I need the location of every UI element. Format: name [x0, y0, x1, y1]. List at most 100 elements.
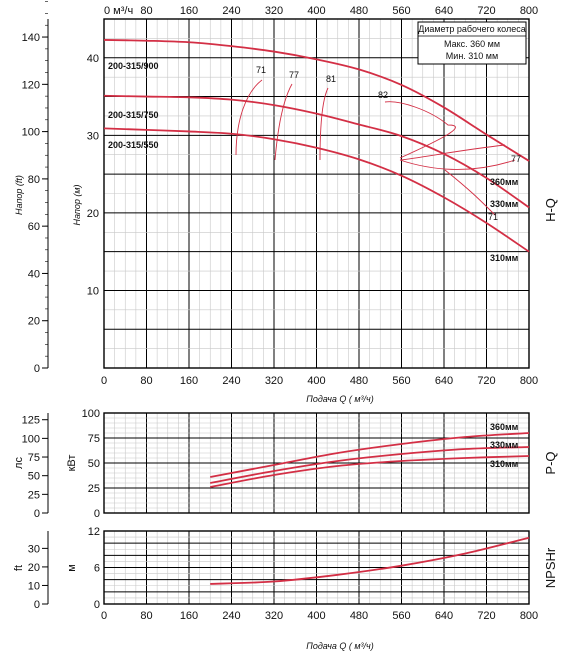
legend-min: Мин. 310 мм — [446, 51, 498, 61]
hq-xtick: 720 — [477, 375, 495, 387]
hq-y2label: Напор (ft) — [14, 175, 24, 215]
hq-xtick: 240 — [222, 375, 240, 387]
series-curve — [103, 39, 530, 162]
eff-label-71-left: 71 — [256, 65, 266, 75]
side-label-npsh: NPSHr — [543, 547, 558, 588]
pq-end-label-330: 330мм — [490, 440, 519, 450]
pq-ytick: 75 — [88, 433, 100, 445]
series-curve — [210, 536, 530, 585]
npsh-xtick: 640 — [435, 610, 453, 622]
top-xtick: 800 — [520, 5, 538, 17]
npsh-xtick: 400 — [307, 610, 325, 622]
series-curve — [210, 432, 530, 478]
series-label-550: 200-315/550 — [108, 140, 159, 150]
hq-y2tick: 120 — [22, 79, 40, 91]
series-curve — [103, 94, 530, 209]
efficiency-curve — [399, 144, 506, 161]
hq-xtick: 640 — [435, 375, 453, 387]
plot-frame — [103, 412, 530, 514]
pq-y2tick: 100 — [22, 433, 40, 445]
pq-y2tick: 125 — [22, 415, 40, 427]
legend-title: Диаметр рабочего колеса — [418, 24, 526, 34]
efficiency-curve — [235, 79, 263, 156]
npsh-ylabel: м — [66, 564, 78, 572]
hq-xtick: 0 — [101, 375, 107, 387]
hq-y2tick: 100 — [22, 127, 40, 139]
npsh-grid — [103, 530, 530, 605]
pq-ytick: 0 — [94, 508, 100, 520]
pq-grid — [103, 412, 530, 514]
pq-y2tick: 25 — [28, 489, 40, 501]
series-curve — [210, 455, 530, 488]
series-label-750: 200-315/750 — [108, 110, 159, 120]
hq-grid — [103, 18, 530, 369]
hq-xtick: 160 — [180, 375, 198, 387]
efficiency-curve — [274, 83, 293, 161]
end-label-330: 330мм — [490, 199, 519, 209]
series-label-900: 200-315/900 — [108, 61, 159, 71]
npsh-y2tick: 10 — [28, 580, 40, 592]
top-xtick: 400 — [307, 5, 325, 17]
end-label-310: 310мм — [490, 253, 519, 263]
curves — [103, 39, 530, 585]
top-xtick: 80 — [140, 5, 152, 17]
efficiency-curve — [399, 159, 516, 170]
hq-ytick: 10 — [87, 285, 99, 297]
npsh-ytick: 0 — [94, 599, 100, 611]
npsh-y2tick: 30 — [28, 543, 40, 555]
hq-y2tick: 0 — [34, 363, 40, 375]
npsh-ytick: 12 — [88, 526, 100, 538]
eff-label-77-right: 77 — [511, 154, 521, 164]
pq-y2tick: 0 — [34, 508, 40, 520]
side-label-pq: P-Q — [543, 451, 558, 474]
top-axis-unit: 0 м³/ч — [104, 5, 133, 17]
pq-end-label-310: 310мм — [490, 459, 519, 469]
hq-xtick: 800 — [520, 375, 538, 387]
legend-box: Диаметр рабочего колеса Макс. 360 мм Мин… — [417, 21, 527, 65]
pq-ylabel: кВт — [66, 455, 78, 472]
hq-ytick: 20 — [87, 208, 99, 220]
series-curve — [210, 446, 530, 484]
pq-ytick: 25 — [88, 483, 100, 495]
npsh-xtick: 240 — [222, 610, 240, 622]
hq-xtick: 80 — [140, 375, 152, 387]
top-xtick: 240 — [222, 5, 240, 17]
efficiency-curve — [319, 87, 329, 161]
series-curve — [103, 127, 530, 253]
npsh-xtick: 0 — [101, 610, 107, 622]
npsh-xtick: 160 — [180, 610, 198, 622]
pq-end-label-360: 360мм — [490, 422, 519, 432]
efficiency-curve — [384, 101, 456, 159]
eff-label-82: 82 — [378, 90, 388, 100]
top-xtick: 560 — [392, 5, 410, 17]
npsh-xtick: 320 — [265, 610, 283, 622]
hq-y2tick: 20 — [28, 316, 40, 328]
npsh-xtick: 560 — [392, 610, 410, 622]
top-xtick: 320 — [265, 5, 283, 17]
eff-label-71-right: 71 — [488, 212, 498, 222]
npsh-y2tick: 0 — [34, 599, 40, 611]
hq-ylabel: Напор (м) — [72, 184, 82, 225]
hq-y2tick: 40 — [28, 268, 40, 280]
pq-ytick: 100 — [82, 408, 100, 420]
hq-xtick: 560 — [392, 375, 410, 387]
hq-y2tick: 60 — [28, 221, 40, 233]
npsh-y2label: ft — [13, 565, 25, 571]
hq-y2tick: 80 — [28, 174, 40, 186]
side-label-hq: H-Q — [543, 198, 558, 222]
npsh-xtick: 800 — [520, 610, 538, 622]
hq-ytick: 30 — [87, 130, 99, 142]
npsh-xtick: 80 — [140, 610, 152, 622]
npsh-y2tick: 20 — [28, 562, 40, 574]
npsh-ytick: 6 — [94, 563, 100, 575]
hq-xtick: 480 — [350, 375, 368, 387]
end-label-360: 360мм — [490, 177, 519, 187]
plot-frame — [103, 18, 530, 369]
hq-y2tick: 140 — [22, 32, 40, 44]
npsh-xtick: 720 — [477, 610, 495, 622]
npsh-xlabel: Подача Q ( м³/ч) — [306, 641, 373, 651]
hq-xlabel: Подача Q ( м³/ч) — [306, 394, 373, 404]
top-xtick: 720 — [477, 5, 495, 17]
plot-frame — [103, 530, 530, 605]
